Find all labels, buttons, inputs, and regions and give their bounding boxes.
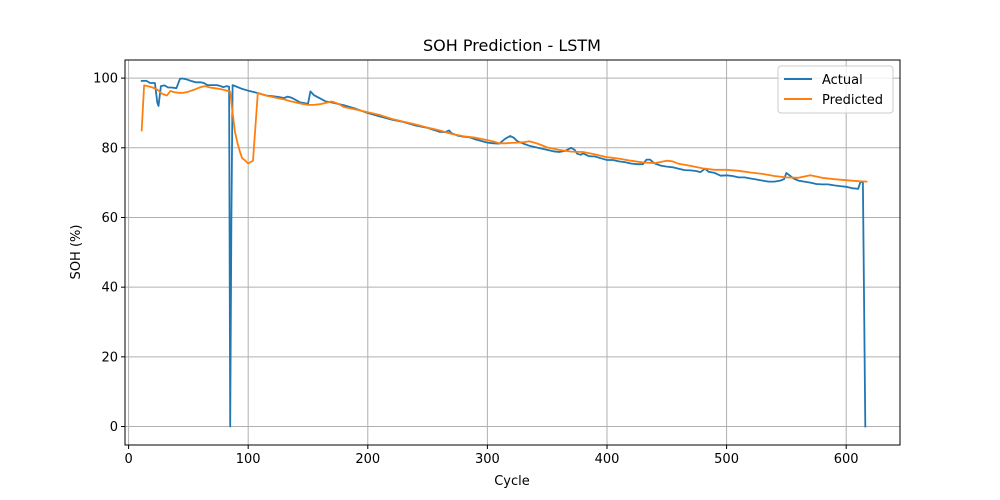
y-tick-label: 100 (93, 72, 118, 87)
legend-label-actual: Actual (822, 73, 863, 88)
x-tick-label: 600 (834, 452, 859, 467)
series-line-predicted (140, 84, 868, 183)
plot-frame (124, 59, 901, 446)
y-tick-label: 60 (101, 211, 118, 226)
series-layer (140, 77, 868, 428)
x-tick-label: 100 (236, 452, 261, 467)
y-axis: 0 20 40 60 80 100 (93, 72, 125, 435)
x-tick-label: 500 (714, 452, 739, 467)
chart-title: SOH Prediction - LSTM (423, 36, 601, 55)
x-tick-label: 0 (124, 452, 132, 467)
y-tick-label: 20 (101, 350, 118, 365)
y-axis-label: SOH (%) (69, 225, 84, 280)
x-axis: 0 100 200 300 400 500 600 (124, 445, 859, 467)
legend: Actual Predicted (777, 65, 894, 114)
y-tick-label: 80 (101, 141, 118, 156)
x-axis-label: Cycle (494, 474, 530, 489)
x-tick-label: 400 (595, 452, 620, 467)
x-tick-label: 300 (475, 452, 500, 467)
y-tick-label: 0 (110, 420, 118, 435)
series-line-actual (140, 77, 867, 428)
y-tick-label: 40 (101, 281, 118, 296)
legend-box (777, 65, 894, 114)
x-tick-label: 200 (355, 452, 380, 467)
legend-label-predicted: Predicted (822, 93, 883, 108)
grid-lines (125, 60, 900, 445)
